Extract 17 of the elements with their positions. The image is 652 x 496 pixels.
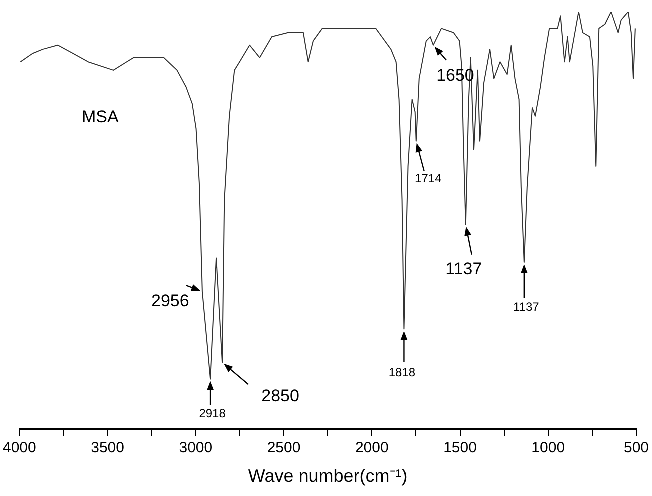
x-axis-title: Wave number(cm⁻¹) <box>248 466 408 486</box>
text: MSA <box>82 108 120 127</box>
x-tick-label: 3000 <box>179 440 213 457</box>
x-tick-label: 2500 <box>267 440 301 457</box>
x-tick-label: 4000 <box>2 440 36 457</box>
annotation: 2850 <box>262 386 300 406</box>
annotation: 1137 <box>514 300 540 314</box>
annotation: 1137 <box>446 260 482 279</box>
annotation: 1818 <box>388 366 416 380</box>
x-tick-label: 1500 <box>444 440 477 457</box>
x-tick-label: 1000 <box>532 440 566 457</box>
annotation: 2956 <box>152 291 190 310</box>
x-tick-label: 3500 <box>91 440 124 457</box>
x-tick-label: 2000 <box>355 440 389 457</box>
annotation: 2918 <box>199 406 226 421</box>
annotation: 1714 <box>415 172 442 186</box>
x-tick-label: 500 <box>624 440 649 457</box>
